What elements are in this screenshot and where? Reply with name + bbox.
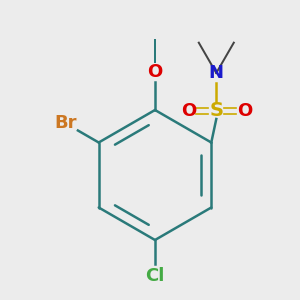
Text: S: S [209,101,223,121]
Text: O: O [237,102,252,120]
Text: O: O [147,63,163,81]
Text: Br: Br [55,115,77,133]
Text: O: O [181,102,196,120]
Text: Cl: Cl [145,267,165,285]
Text: N: N [209,64,224,82]
